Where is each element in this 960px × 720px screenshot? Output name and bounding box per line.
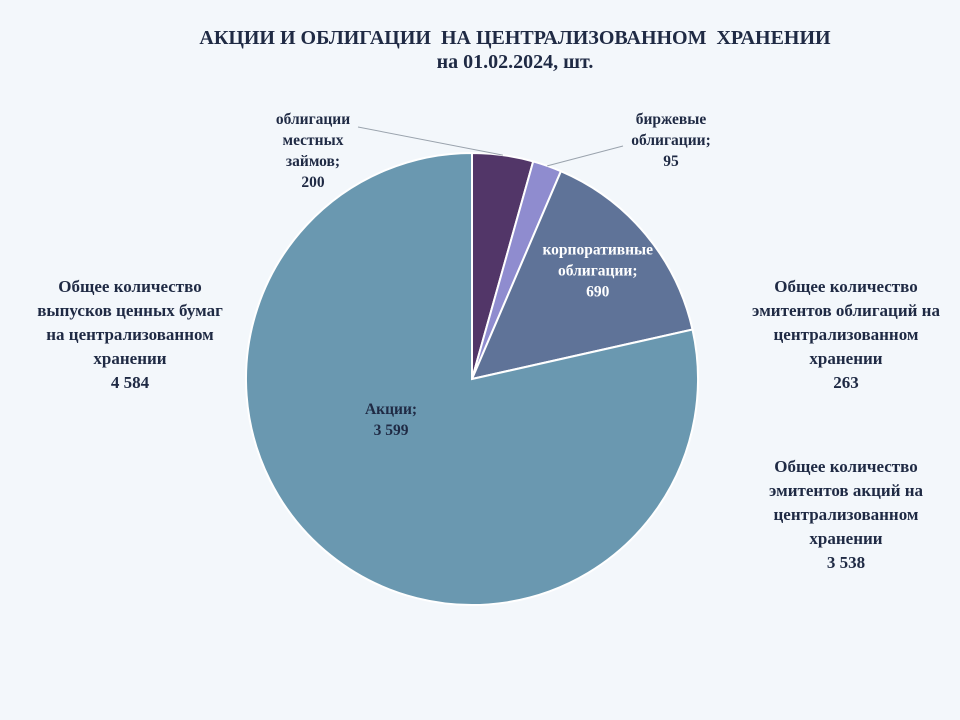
exchange-bonds-label-leader: [547, 145, 624, 167]
share-issuers-text: Общее количество эмитентов акций на цент…: [768, 457, 924, 548]
chart-title-line-2: на 01.02.2024, шт.: [436, 51, 594, 73]
leader-lines: [357, 126, 624, 167]
exchange-bonds-label: биржевые облигации; 95: [631, 111, 710, 170]
corporate-bonds-slice: [470, 169, 694, 381]
shares-label: Акции; 3 599: [365, 401, 417, 439]
total-issues-value: 4 584: [110, 373, 150, 392]
share-issuers-note: Общее количество эмитентов акций на цент…: [748, 455, 944, 575]
local-bonds-label: облигации местных займов; 200: [276, 111, 350, 191]
total-issues-text: Общее количество выпусков ценных бумаг н…: [37, 277, 223, 368]
corporate-bonds-label: корпоративные облигации; 690: [542, 241, 653, 300]
chart-title-line-1: АКЦИИ И ОБЛИГАЦИИ НА ЦЕНТРАЛИЗОВАННОМ ХР…: [199, 27, 831, 49]
bond-issuers-value: 263: [833, 373, 859, 392]
share-issuers-value: 3 538: [826, 553, 866, 572]
bond-issuers-note: Общее количество эмитентов облигаций на …: [748, 275, 944, 395]
bond-issuers-text: Общее количество эмитентов облигаций на …: [752, 277, 940, 368]
shares-slice: [245, 151, 699, 606]
slice-labels: облигации местных займов; 200 биржевые облига…: [276, 111, 711, 439]
chart-title: АКЦИИ И ОБЛИГАЦИИ НА ЦЕНТРАЛИЗОВАННОМ ХР…: [0, 26, 960, 74]
total-issues-note: Общее количество выпусков ценных бумаг н…: [30, 275, 230, 395]
local-bonds-label-leader: [357, 126, 503, 156]
pie-slices: [245, 151, 699, 606]
